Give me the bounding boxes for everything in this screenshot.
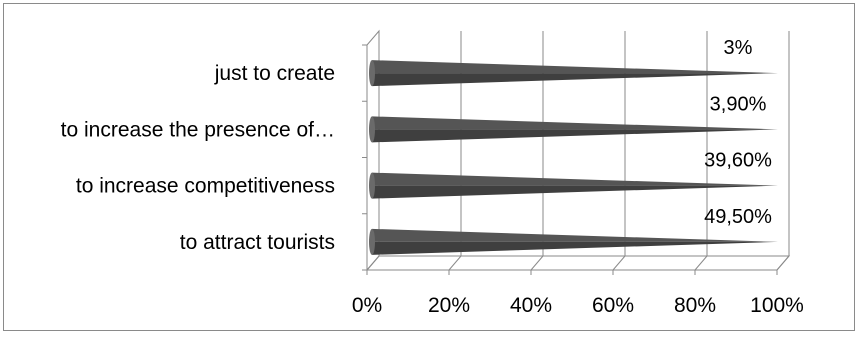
floor-gridline xyxy=(776,255,790,271)
bar-cone xyxy=(372,116,778,130)
bar-cone xyxy=(372,228,778,242)
data-labels: 3% 3,90% 39,60% 49,50% xyxy=(704,37,772,228)
floor-gridline xyxy=(530,255,544,271)
bar-cone-shade xyxy=(372,129,778,143)
floor-gridline xyxy=(448,255,462,271)
category-label: just to create xyxy=(214,62,335,85)
bar-cone xyxy=(372,172,778,186)
x-tick-labels: 0% 20% 40% 60% 80% 100% xyxy=(352,294,804,317)
plot-floor xyxy=(365,255,791,271)
floor-gridline xyxy=(612,255,626,271)
bar-cone-base xyxy=(369,172,375,199)
category-labels: just to create to increase the presence o… xyxy=(61,62,335,254)
floor-gridline xyxy=(694,255,708,271)
x-tick-label: 60% xyxy=(592,294,634,317)
x-tick-label: 20% xyxy=(428,294,470,317)
chart-border xyxy=(3,3,855,331)
category-label: to increase competitiveness xyxy=(76,175,335,198)
bar-cone-base xyxy=(369,116,375,143)
bar-cone-base xyxy=(369,228,375,255)
bar-cone-shade xyxy=(372,185,778,199)
data-label: 3,90% xyxy=(710,93,767,115)
data-label: 3% xyxy=(724,37,753,59)
x-tick-label: 80% xyxy=(674,294,716,317)
x-tick-label: 0% xyxy=(352,294,382,317)
category-label: to attract tourists xyxy=(180,231,335,254)
bar-cone-shade xyxy=(372,241,778,255)
data-label: 49,50% xyxy=(704,206,772,228)
x-tick-label: 40% xyxy=(510,294,552,317)
axes xyxy=(362,44,778,275)
bar-cone xyxy=(372,60,778,74)
bars xyxy=(369,60,778,255)
floor-gridline xyxy=(366,255,380,271)
bar-cone-shade xyxy=(372,73,778,87)
data-label: 39,60% xyxy=(704,150,772,172)
category-label: to increase the presence of… xyxy=(61,118,335,141)
bar-cone-base xyxy=(369,60,375,87)
x-tick-label: 100% xyxy=(750,294,804,317)
